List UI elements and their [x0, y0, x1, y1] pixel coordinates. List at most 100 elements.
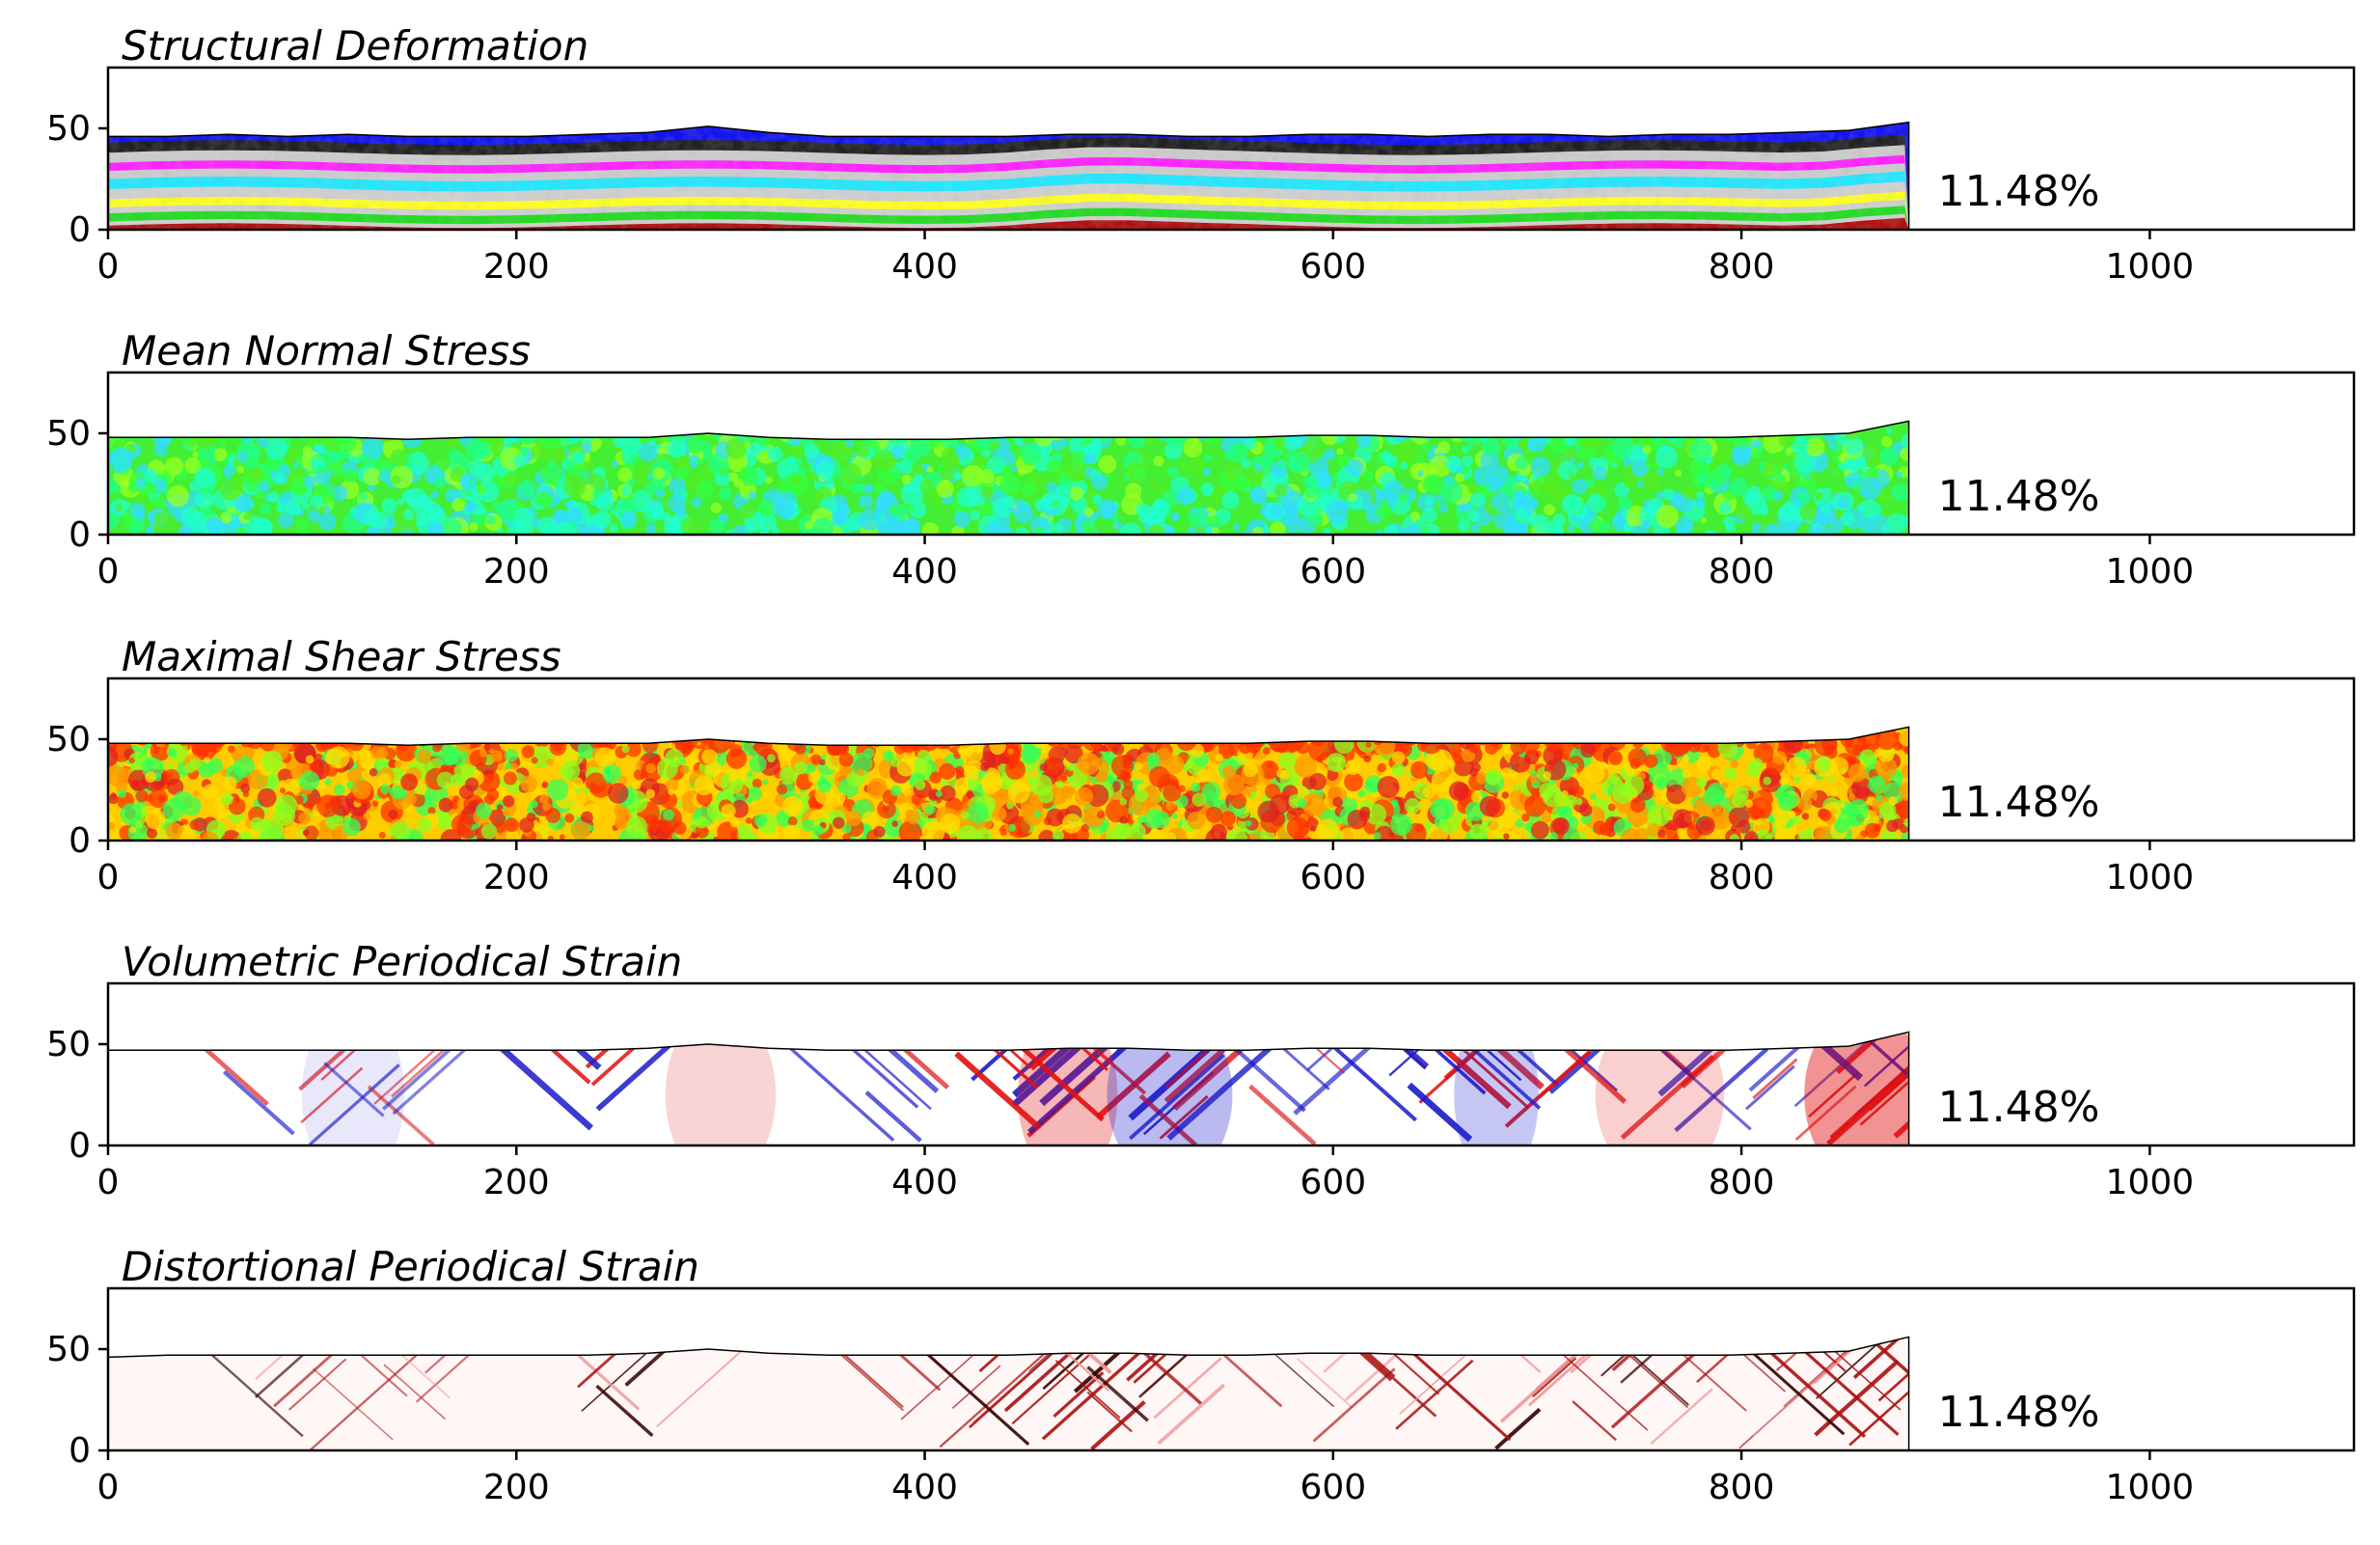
- field-cell: [748, 491, 757, 500]
- field-cell: [1772, 750, 1787, 765]
- field-cell: [1253, 481, 1260, 487]
- field-cell: [1541, 477, 1561, 497]
- field-cell: [1799, 504, 1817, 521]
- field-cell: [794, 761, 807, 775]
- field-cell: [929, 771, 942, 784]
- field-cell: [1176, 487, 1194, 506]
- strain-zone: [1454, 1032, 1539, 1145]
- field-cell: [1515, 496, 1529, 510]
- field-cell: [1455, 811, 1464, 820]
- field-cell: [466, 490, 473, 497]
- field-cell: [1128, 822, 1146, 841]
- field-cell: [1262, 453, 1274, 465]
- field-cell: [559, 434, 572, 448]
- field-cell: [417, 749, 432, 764]
- field-cell: [1844, 435, 1864, 455]
- field-cell: [1818, 758, 1831, 771]
- field-cell: [491, 501, 502, 511]
- field-cell: [246, 732, 263, 750]
- field-cell: [1244, 437, 1257, 450]
- field-cell: [496, 500, 519, 522]
- field-cell: [953, 471, 962, 481]
- field-cell: [1091, 474, 1108, 490]
- x-tick-label: 0: [97, 858, 120, 897]
- field-cell: [1575, 797, 1583, 806]
- field-cell: [1020, 804, 1035, 819]
- field-cell: [1374, 489, 1386, 501]
- shear-band: [1407, 1032, 1530, 1109]
- field-cell: [505, 762, 512, 770]
- field-cell: [1462, 455, 1473, 467]
- field-cell: [949, 438, 959, 449]
- field-cell: [299, 770, 320, 791]
- field-cell: [403, 509, 415, 521]
- field-cell: [1326, 753, 1347, 773]
- field-cell: [1273, 483, 1288, 497]
- field-cell: [1721, 782, 1729, 789]
- field-cell: [1819, 809, 1832, 822]
- strain-percent-label: 11.48%: [1938, 472, 2100, 521]
- field-cell: [1888, 796, 1898, 806]
- field-cell: [1675, 516, 1694, 535]
- field-cell: [448, 449, 461, 462]
- field-cell: [1655, 776, 1668, 789]
- shear-band: [367, 1085, 435, 1145]
- field-cell: [375, 746, 389, 759]
- surface-line: [108, 420, 1910, 536]
- shear-band: [1027, 1036, 1136, 1135]
- field-cell: [1804, 774, 1817, 786]
- field-cell: [694, 775, 715, 796]
- field-cell: [219, 478, 242, 501]
- field-cell: [395, 739, 418, 762]
- field-cell: [1220, 811, 1236, 827]
- field-cell: [595, 426, 611, 441]
- field-cell: [1829, 788, 1838, 797]
- field-cell: [821, 421, 842, 442]
- field-cell: [960, 811, 970, 820]
- x-tick-label: 800: [1709, 552, 1775, 592]
- field-cell: [932, 730, 945, 743]
- field-cell: [1828, 517, 1845, 534]
- field-cell: [1011, 464, 1019, 472]
- field-cell: [1459, 504, 1466, 511]
- field-cell: [196, 431, 215, 450]
- field-cell: [1558, 428, 1567, 436]
- field-cell: [504, 748, 518, 762]
- x-tick-label: 1000: [2106, 552, 2195, 592]
- field-cell: [194, 467, 216, 488]
- field-cell: [1900, 447, 1909, 461]
- field-cell: [459, 472, 478, 491]
- field-cell: [468, 734, 478, 744]
- shear-band: [1054, 1360, 1121, 1419]
- field-cell: [1644, 754, 1658, 769]
- field-cell: [412, 732, 424, 745]
- strain-zone: [1107, 1032, 1233, 1145]
- field-cell: [761, 779, 769, 786]
- field-cell: [632, 781, 642, 790]
- field-cell: [1886, 512, 1908, 535]
- x-tick-label: 200: [483, 1468, 550, 1507]
- field-cell: [1879, 801, 1897, 818]
- field-cell: [581, 811, 593, 824]
- field-cell: [686, 434, 706, 454]
- field-cell: [359, 727, 378, 746]
- shear-band: [595, 1384, 654, 1437]
- field-cell: [1645, 462, 1652, 469]
- field-cell: [1046, 458, 1061, 474]
- field-cell: [1717, 738, 1738, 759]
- field-cell: [1391, 762, 1406, 778]
- field-cell: [691, 496, 702, 508]
- field-cell: [468, 480, 476, 487]
- field-cell: [840, 462, 862, 484]
- field-cell: [296, 518, 309, 532]
- field-cell: [459, 785, 475, 800]
- field-cell: [1164, 832, 1177, 841]
- field-cell: [633, 464, 654, 485]
- field-cell: [153, 478, 166, 490]
- field-cell: [1489, 816, 1510, 839]
- field-cell: [661, 820, 672, 832]
- field-cell: [1321, 428, 1338, 446]
- panel-1: Mean Normal Stress 0 200 400 600 800 1000 0 50 11…: [46, 327, 2356, 592]
- field-cell: [554, 731, 565, 741]
- field-cell: [1672, 809, 1692, 829]
